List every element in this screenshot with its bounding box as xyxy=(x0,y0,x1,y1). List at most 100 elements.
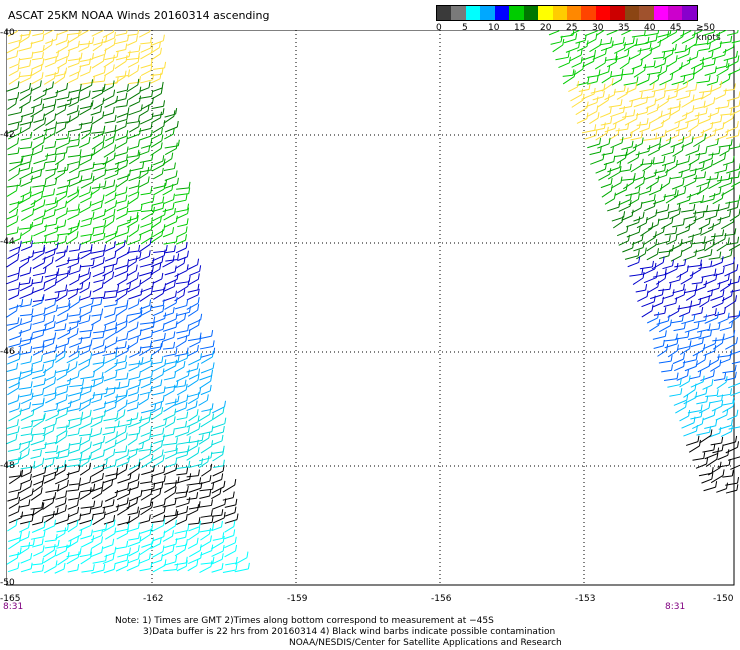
wind-barb xyxy=(188,319,201,332)
wind-barb xyxy=(174,543,187,557)
wind-barb xyxy=(716,173,731,182)
wind-barb xyxy=(7,318,23,331)
wind-barb xyxy=(80,370,95,380)
wind-barb xyxy=(165,273,179,286)
wind-barb xyxy=(20,427,33,437)
wind-barb xyxy=(115,432,128,445)
wind-barb xyxy=(162,202,175,213)
wind-barb xyxy=(30,427,47,436)
wind-barb xyxy=(164,139,180,149)
wind-barb xyxy=(211,480,226,494)
wind-barb xyxy=(176,234,187,245)
wind-barb xyxy=(552,38,565,53)
wind-barb xyxy=(619,131,633,141)
wind-barb xyxy=(57,97,72,108)
wind-barb xyxy=(199,560,213,573)
wind-barb xyxy=(607,166,622,180)
wind-barb xyxy=(164,486,177,500)
wind-barb xyxy=(710,115,723,125)
wind-barb xyxy=(699,84,713,93)
wind-barb xyxy=(57,91,70,101)
wind-barb xyxy=(103,257,119,268)
wind-barb xyxy=(164,384,176,397)
wind-barb xyxy=(731,361,740,365)
wind-barb xyxy=(127,55,140,68)
wind-barb xyxy=(139,257,155,268)
wind-barb xyxy=(212,417,227,429)
wind-barb xyxy=(670,249,683,262)
wind-barb xyxy=(103,459,117,470)
wind-barb xyxy=(54,166,66,180)
wind-barb xyxy=(92,511,106,526)
wind-barb xyxy=(32,538,44,548)
wind-barb xyxy=(6,215,19,228)
wind-barb xyxy=(211,509,224,517)
legend-tick-label: 0 xyxy=(436,23,442,33)
wind-barb xyxy=(706,138,719,148)
wind-barb xyxy=(188,458,204,469)
wind-barb xyxy=(708,41,722,53)
wind-barb xyxy=(7,519,18,532)
wind-barb xyxy=(139,81,151,92)
wind-barb xyxy=(90,427,103,438)
wind-barb xyxy=(21,392,34,405)
wind-barb xyxy=(590,83,606,94)
wind-barb xyxy=(79,434,91,446)
wind-barb xyxy=(621,140,634,150)
wind-barb xyxy=(163,359,178,373)
wind-barb xyxy=(711,400,724,412)
wind-barb xyxy=(79,359,91,372)
wind-barb xyxy=(80,218,93,228)
wind-barb xyxy=(151,481,164,492)
wind-barb xyxy=(573,62,585,76)
pass-time-left: 8:31 xyxy=(3,602,24,612)
wind-barb xyxy=(67,257,80,269)
wind-barb xyxy=(20,355,33,365)
wind-barb xyxy=(699,295,711,308)
wind-barb xyxy=(114,554,129,565)
wind-barb xyxy=(634,177,646,189)
wind-barb xyxy=(152,108,165,117)
wind-barb xyxy=(19,141,33,150)
wind-barb xyxy=(188,517,201,525)
wind-barb xyxy=(20,121,32,134)
wind-barb xyxy=(138,176,150,188)
wind-barb xyxy=(56,424,68,438)
wind-barb xyxy=(163,509,178,518)
wind-barb xyxy=(8,505,20,517)
lon-label: -162 xyxy=(143,594,164,604)
wind-barb xyxy=(68,437,82,446)
wind-barb xyxy=(140,64,153,76)
wind-barb xyxy=(729,99,740,110)
wind-barb xyxy=(696,395,709,405)
wind-barb xyxy=(92,331,105,340)
wind-barb xyxy=(614,42,626,54)
wind-barb xyxy=(723,83,736,92)
wind-barb xyxy=(571,93,585,108)
wind-barb xyxy=(647,218,660,230)
wind-barb xyxy=(669,104,681,116)
wind-barb xyxy=(174,394,189,406)
wind-barb xyxy=(91,393,103,404)
wind-barb xyxy=(54,513,70,525)
wind-barb xyxy=(188,501,201,510)
wind-barb xyxy=(211,520,223,532)
wind-barb xyxy=(32,323,47,334)
wind-barb xyxy=(91,87,104,100)
wind-barb xyxy=(730,289,740,293)
wind-barb xyxy=(114,146,129,157)
wind-barb xyxy=(729,208,740,222)
wind-barb xyxy=(128,360,141,372)
wind-barb xyxy=(116,173,129,188)
wind-barb xyxy=(716,60,729,70)
wind-barb xyxy=(56,30,69,36)
wind-barb xyxy=(54,284,68,293)
wind-barb xyxy=(32,466,47,478)
wind-barb xyxy=(636,74,651,86)
wind-barb xyxy=(92,168,107,182)
wind-barb xyxy=(658,319,672,333)
wind-barb xyxy=(91,472,104,484)
wind-barb xyxy=(128,151,141,165)
wind-barb xyxy=(189,544,202,558)
wind-barb xyxy=(164,128,175,140)
